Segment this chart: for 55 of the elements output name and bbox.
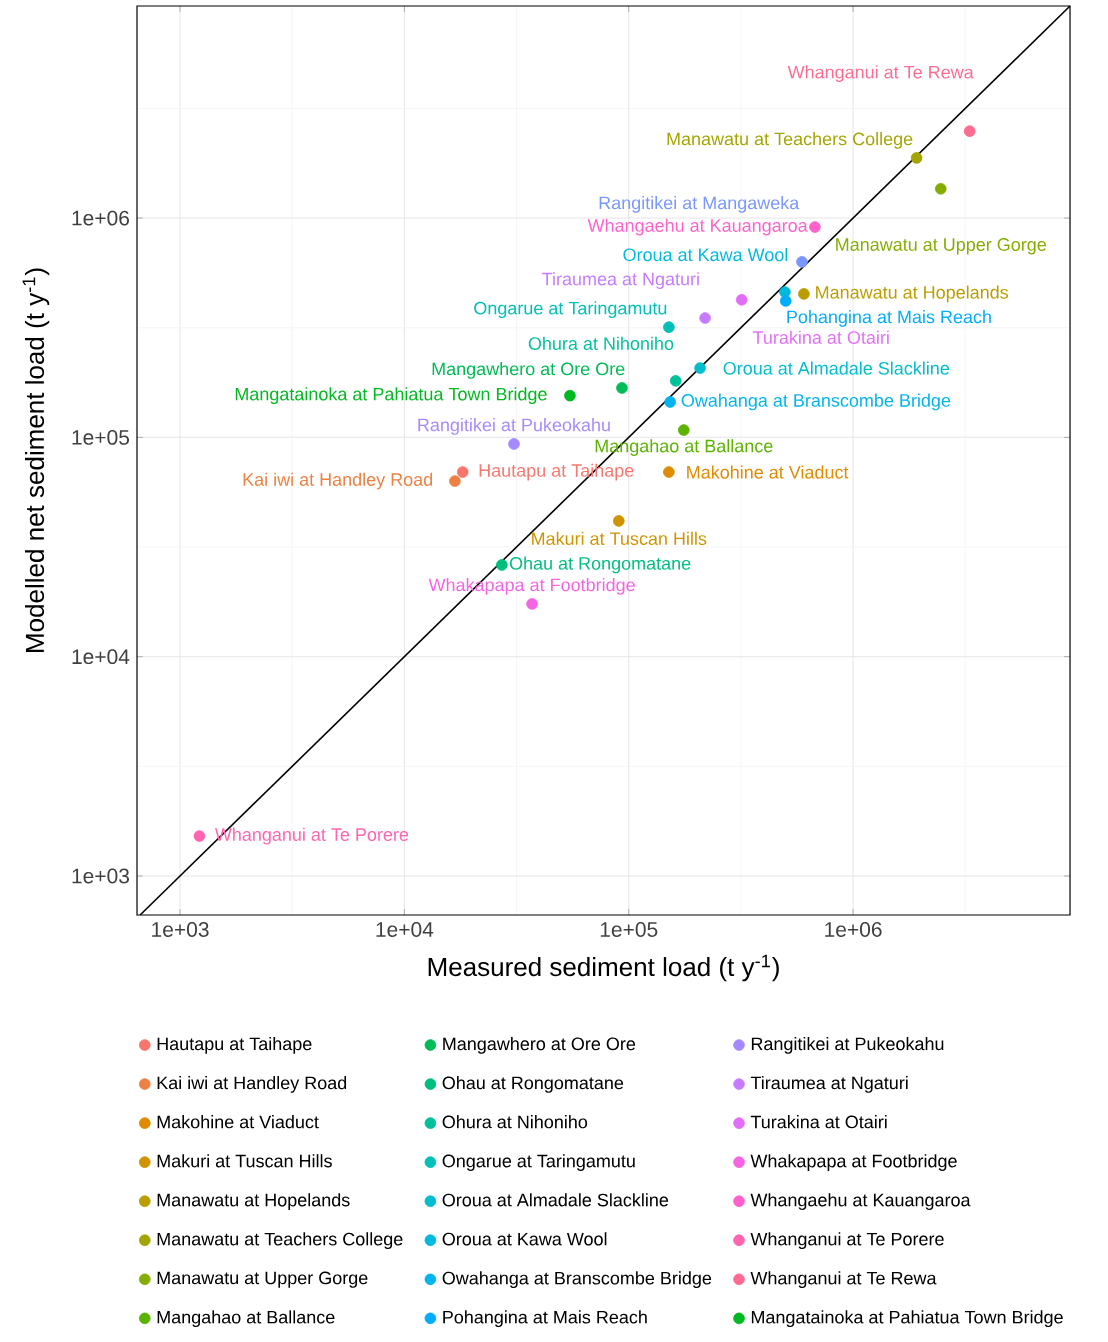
y-tick-label: 1e+06 bbox=[72, 210, 130, 226]
legend-label: Owahanga at Branscombe Bridge bbox=[442, 1271, 712, 1289]
legend-label: Manawatu at Hopelands bbox=[157, 1193, 350, 1210]
text: Makohine at Viaduct bbox=[687, 465, 849, 479]
legend-label: Oroua at Almadale Slackline bbox=[442, 1193, 669, 1207]
text: Whangaehu at Kauangaroa bbox=[587, 218, 808, 236]
text: Tiraumea at Ngaturi bbox=[542, 272, 699, 289]
y-tick-label: 1e+05 bbox=[72, 429, 130, 445]
legend-label: Pohangina at Mais Reach bbox=[443, 1310, 647, 1328]
text: Turakina at Otairi bbox=[752, 330, 889, 344]
text: Makuri at Tuscan Hills bbox=[532, 531, 707, 546]
legend-label: Makohine at Viaduct bbox=[157, 1115, 319, 1129]
text: Pohangina at Mais Reach bbox=[787, 310, 991, 327]
legend-label: Ongarue at Taringamutu bbox=[442, 1154, 635, 1171]
text: Ohau at Rongomatane bbox=[509, 556, 691, 574]
text: Ongarue at Taringamutu bbox=[474, 301, 667, 319]
text: Ohura at Nihoniho bbox=[528, 336, 674, 350]
legend-label: Turakina at Otairi bbox=[750, 1115, 887, 1129]
x-tick-label: 1e+04 bbox=[376, 922, 434, 937]
legend-label: Manawatu at Upper Gorge bbox=[157, 1271, 368, 1288]
text: Manawatu at Teachers College bbox=[667, 132, 913, 149]
text: Manawatu at Hopelands bbox=[816, 285, 1009, 303]
text: Rangitikei at Mangaweka bbox=[599, 196, 800, 213]
text: Manawatu at Upper Gorge bbox=[836, 238, 1046, 255]
legend-label: Whanganui at Te Rewa bbox=[750, 1271, 937, 1289]
legend-label: Whanganui at Te Porere bbox=[750, 1232, 944, 1250]
legend-label: Whakapapa at Footbridge bbox=[750, 1154, 957, 1171]
legend-label: Manawatu at Teachers College bbox=[157, 1232, 403, 1250]
x-tick-label: 1e+03 bbox=[152, 922, 209, 937]
text: Owahanga at Branscombe Bridge bbox=[681, 393, 951, 411]
legend-label: Whangaehu at Kauangaroa bbox=[750, 1193, 971, 1210]
legend-label: Kai iwi at Handley Road bbox=[157, 1076, 347, 1093]
text: Mangawhero at Ore Ore bbox=[432, 362, 625, 379]
legend-label: Ohau at Rongomatane bbox=[442, 1076, 624, 1093]
y-tick-label: 1e+03 bbox=[72, 868, 130, 884]
legend-label: Rangitikei at Pukeokahu bbox=[751, 1037, 944, 1054]
x-axis-title: Measured sediment load (t y$^{-1}$) bbox=[428, 954, 779, 982]
legend-label: Mangawhero at Ore Ore bbox=[443, 1037, 636, 1054]
x-tick-label: 1e+06 bbox=[825, 922, 882, 937]
legend-label: Tiraumea at Ngaturi bbox=[750, 1076, 908, 1093]
text: Kai iwi at Handley Road bbox=[243, 472, 433, 490]
legend-label: Oroua at Kawa Wool bbox=[442, 1232, 607, 1246]
text: Oroua at Almadale Slackline bbox=[723, 361, 950, 375]
x-tick-label: 1e+05 bbox=[600, 922, 658, 937]
legend-label: Hautapu at Taihape bbox=[157, 1037, 312, 1054]
text: Whanganui at Te Rewa bbox=[787, 65, 974, 83]
y-tick-label: 1e+04 bbox=[72, 649, 130, 665]
text: Mangatainoka at Pahiatua Town Bridge bbox=[235, 387, 547, 405]
legend-label: Mangahao at Ballance bbox=[157, 1310, 335, 1328]
legend-label: Mangatainoka at Pahiatua Town Bridge bbox=[751, 1310, 1063, 1328]
text: Oroua at Kawa Wool bbox=[623, 247, 788, 262]
legend-label: Ohura at Nihoniho bbox=[442, 1115, 588, 1129]
text: Rangitikei at Pukeokahu bbox=[418, 418, 610, 435]
y-axis-title: Modelled net sediment load (t y$^{-1}$) bbox=[22, 268, 50, 652]
legend-label: Makuri at Tuscan Hills bbox=[157, 1154, 332, 1168]
